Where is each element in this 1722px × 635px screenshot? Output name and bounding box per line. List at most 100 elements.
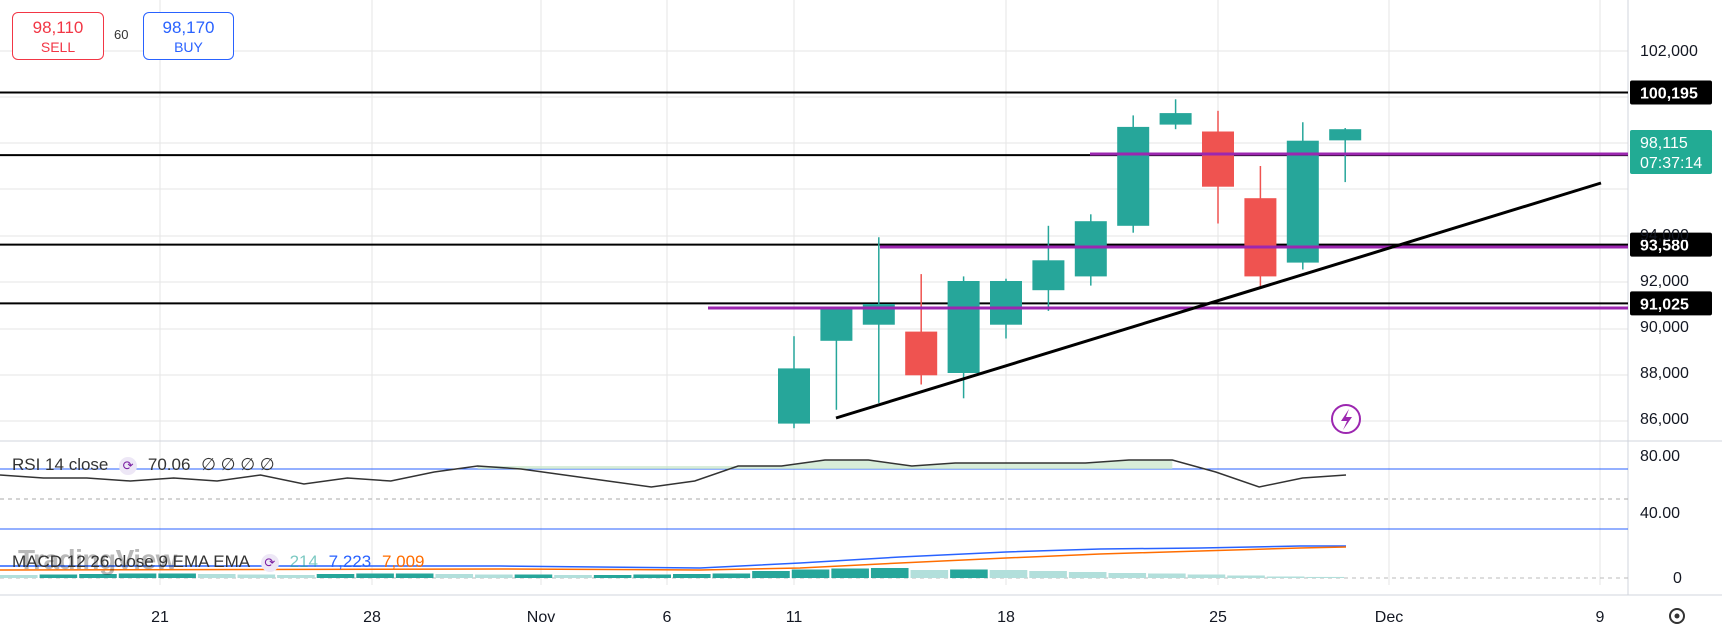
macd-histogram-bar [0,575,38,578]
macd-histogram-bar [673,574,711,578]
macd-histogram-bar [395,573,434,578]
level-label-bg [1630,80,1712,105]
price-tick: 86,000 [1640,411,1689,428]
macd-histogram-bar [316,574,355,578]
macd-legend-label: MACD 12 26 close 9 EMA EMA [12,552,251,571]
macd-histogram-bar [633,574,671,578]
rsi-axis-tick-80: 80.00 [1640,448,1680,465]
time-tick: 28 [363,609,381,626]
sell-button[interactable]: 98,110 SELL [12,12,104,60]
rsi-axis-tick-40: 40.00 [1640,505,1680,522]
rsi-legend[interactable]: RSI 14 close ⟳ 70.06 ∅ ∅ ∅ ∅ [12,455,281,475]
current-price-timer: 07:37:14 [1640,155,1702,172]
time-tick: 9 [1596,609,1605,626]
macd-histogram-bar [1029,571,1067,578]
rsi-layer [0,459,1347,488]
macd-histogram-bar [1306,576,1344,578]
grid [0,0,1628,585]
macd-histogram-bar [593,575,632,578]
macd-histogram-bar [475,574,513,578]
macd-histogram-bar [118,573,157,578]
macd-histogram-bar [1068,572,1107,578]
macd-histogram-bar [1108,573,1147,578]
rsi-overbought-fill [477,460,1173,469]
price-tick: 92,000 [1640,273,1689,290]
macd-histogram-bar [1187,574,1226,578]
level-label-bg [1630,232,1712,257]
sell-price: 98,110 [32,18,84,37]
candle-body [947,281,980,373]
time-tick: 6 [663,609,672,626]
current-price-label: 98,115 [1640,135,1688,152]
current-price-label-bg [1630,130,1712,174]
event-lightning-icon[interactable] [1331,404,1361,434]
candle-layer [778,99,1362,429]
macd-histogram-bar [158,573,196,578]
level-label: 91,025 [1640,296,1689,313]
macd-histogram-bar [989,570,1028,578]
candle-body [1202,131,1234,187]
settings-gear-icon[interactable] [1669,608,1685,624]
macd-legend[interactable]: MACD 12 26 close 9 EMA EMA ⟳ 214 7,223 7… [12,552,431,572]
time-tick: Nov [527,609,555,626]
time-tick: 11 [786,609,803,626]
level-label: 93,580 [1640,238,1689,255]
price-tick: 90,000 [1640,319,1689,336]
macd-histogram-bar [197,574,236,578]
macd-histogram-bar [1227,575,1265,578]
macd-axis-zero: 0 [1673,570,1682,587]
trendline[interactable] [835,181,1602,420]
macd-layer [0,545,1347,578]
time-tick: 21 [151,609,169,626]
macd-settings-icon[interactable]: ⟳ [260,553,279,572]
candle-body [905,331,938,376]
rsi-legend-label: RSI 14 close [12,455,109,474]
macd-histogram-bar [712,573,751,578]
macd-histogram-bar [554,575,592,578]
candle-body [990,281,1022,325]
macd-line [0,545,1346,569]
price-tick: 102,000 [1640,43,1698,60]
rsi-legend-extras: ∅ ∅ ∅ ∅ [201,455,275,474]
macd-histogram-bar [514,574,553,578]
spread-value: 60 [114,27,129,42]
macd-legend-hist: 214 [289,552,318,571]
candle-body [1074,221,1107,277]
rsi-settings-icon[interactable]: ⟳ [119,456,138,475]
price-tick: 88,000 [1640,365,1689,382]
time-tick: Dec [1375,609,1403,626]
level-label-bg [1630,291,1712,316]
macd-histogram-bar [910,570,949,578]
candle-body [1244,198,1277,277]
macd-histogram-bar [237,574,276,578]
sell-label: SELL [40,39,76,55]
macd-histogram-bar [831,568,869,578]
price-axis[interactable]: 86,000 88,000 90,000 92,000 94,000 102,000 [1640,43,1698,428]
price-tick: 94,000 [1640,227,1689,244]
macd-histogram-bar [950,569,988,578]
time-tick: 25 [1209,609,1227,626]
candle-body [778,368,810,424]
macd-histogram-bar [752,571,790,578]
buy-price: 98,170 [162,18,215,37]
macd-legend-signal: 7,009 [381,552,425,571]
rsi-legend-value: 70.06 [147,455,191,474]
candle-body [1286,140,1319,263]
macd-histogram-bar [435,574,474,578]
macd-histogram-bar [79,574,117,578]
time-tick: 18 [997,609,1015,626]
candle-body [1032,260,1065,291]
macd-histogram-bar [1266,576,1305,578]
candle-body [1159,113,1192,125]
macd-histogram-bar [791,569,830,578]
buy-button[interactable]: 98,170 BUY [143,12,234,60]
candle-body [820,308,853,341]
macd-legend-macd: 7,223 [328,552,372,571]
buy-label: BUY [174,39,203,55]
tradingview-watermark: TradingView [18,544,177,575]
rsi-line [0,459,1347,488]
macd-histogram-bar [39,574,78,578]
time-axis[interactable]: 21 28 Nov 6 11 18 25 Dec 9 [151,609,1604,626]
